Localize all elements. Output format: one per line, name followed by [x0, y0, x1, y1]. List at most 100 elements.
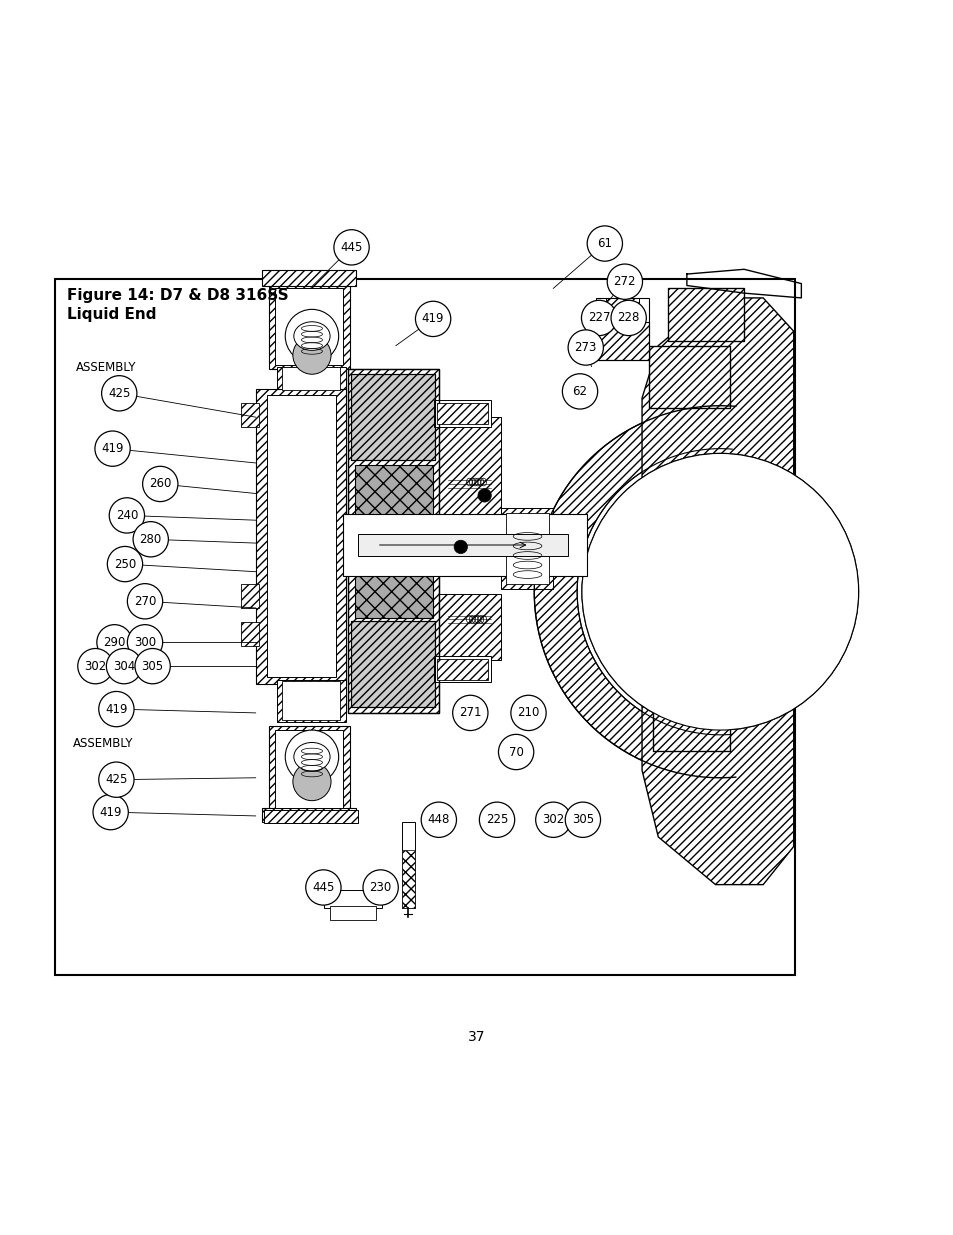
Circle shape — [127, 625, 162, 659]
Bar — [653, 689, 729, 751]
Circle shape — [561, 374, 597, 409]
Bar — [351, 621, 435, 708]
Bar — [55, 279, 794, 976]
Circle shape — [607, 264, 642, 299]
Bar — [343, 515, 586, 576]
Circle shape — [362, 869, 398, 905]
Text: 305: 305 — [141, 659, 164, 673]
Circle shape — [452, 695, 487, 731]
Text: 305: 305 — [571, 814, 594, 826]
Circle shape — [97, 625, 132, 659]
Text: 273: 273 — [574, 341, 597, 354]
Bar — [351, 374, 435, 461]
Text: 419: 419 — [421, 312, 444, 325]
Circle shape — [293, 336, 331, 374]
Bar — [667, 288, 743, 341]
Bar — [357, 534, 567, 557]
Text: ASSEMBLY: ASSEMBLY — [72, 737, 132, 750]
Circle shape — [285, 309, 338, 363]
Circle shape — [564, 802, 600, 837]
Bar — [274, 730, 343, 808]
Bar — [262, 808, 355, 821]
Bar — [436, 658, 488, 679]
Bar — [276, 679, 346, 722]
Circle shape — [127, 584, 162, 619]
Circle shape — [102, 375, 137, 411]
Text: 419: 419 — [105, 703, 128, 715]
Bar — [505, 513, 548, 584]
Circle shape — [107, 648, 142, 684]
Bar — [438, 417, 500, 522]
Bar — [667, 288, 743, 341]
Bar — [269, 726, 350, 813]
Polygon shape — [641, 298, 793, 884]
Bar — [436, 403, 488, 424]
Bar — [605, 298, 639, 322]
Ellipse shape — [294, 322, 330, 351]
Bar — [596, 298, 648, 359]
Bar — [267, 395, 335, 677]
Circle shape — [143, 467, 177, 501]
Bar — [274, 288, 343, 364]
Bar — [596, 322, 648, 359]
Circle shape — [109, 498, 145, 534]
Text: 448: 448 — [427, 814, 450, 826]
Bar — [241, 584, 258, 608]
Circle shape — [334, 230, 369, 266]
Text: 419: 419 — [101, 442, 124, 456]
Circle shape — [497, 735, 534, 769]
Circle shape — [610, 300, 646, 336]
Bar — [355, 464, 433, 618]
Circle shape — [581, 453, 858, 730]
Bar — [401, 850, 415, 908]
Text: Liquid End: Liquid End — [67, 308, 156, 322]
Circle shape — [478, 802, 514, 837]
Bar — [324, 890, 381, 908]
Text: 225: 225 — [485, 814, 508, 826]
Text: 62: 62 — [572, 385, 587, 398]
Circle shape — [107, 546, 143, 582]
Text: 260: 260 — [149, 478, 172, 490]
Circle shape — [416, 301, 451, 337]
Text: 445: 445 — [312, 881, 335, 894]
Text: 290: 290 — [103, 636, 126, 648]
Text: 270: 270 — [133, 595, 156, 608]
Text: 271: 271 — [458, 706, 481, 720]
Text: 70: 70 — [508, 746, 523, 758]
Polygon shape — [534, 406, 736, 778]
Bar — [648, 346, 729, 408]
Circle shape — [568, 330, 602, 366]
Text: 227: 227 — [587, 311, 610, 325]
Ellipse shape — [294, 742, 330, 771]
Circle shape — [78, 648, 113, 684]
Circle shape — [293, 762, 331, 800]
Circle shape — [511, 695, 545, 731]
Text: 280: 280 — [139, 532, 162, 546]
Bar — [276, 367, 346, 390]
Text: 61: 61 — [597, 237, 612, 249]
Circle shape — [99, 692, 133, 726]
Text: 302: 302 — [541, 814, 564, 826]
Circle shape — [477, 489, 491, 503]
Bar — [262, 270, 355, 285]
Text: Figure 14: D7 & D8 316SS: Figure 14: D7 & D8 316SS — [67, 288, 288, 304]
Bar — [653, 689, 729, 751]
Bar — [330, 905, 375, 920]
Bar — [351, 621, 435, 708]
Text: 228: 228 — [617, 311, 639, 325]
Bar — [648, 346, 729, 408]
Text: 272: 272 — [613, 275, 636, 288]
Circle shape — [536, 802, 570, 837]
Text: 419: 419 — [99, 805, 122, 819]
Circle shape — [421, 802, 456, 837]
Circle shape — [305, 869, 341, 905]
Text: 425: 425 — [108, 387, 131, 400]
Text: 250: 250 — [113, 557, 136, 571]
Text: ASSEMBLY: ASSEMBLY — [76, 361, 136, 374]
Bar — [401, 821, 415, 908]
Circle shape — [132, 521, 168, 557]
Circle shape — [581, 300, 616, 336]
Bar — [241, 622, 258, 646]
Text: 445: 445 — [340, 241, 362, 254]
Circle shape — [454, 540, 467, 553]
